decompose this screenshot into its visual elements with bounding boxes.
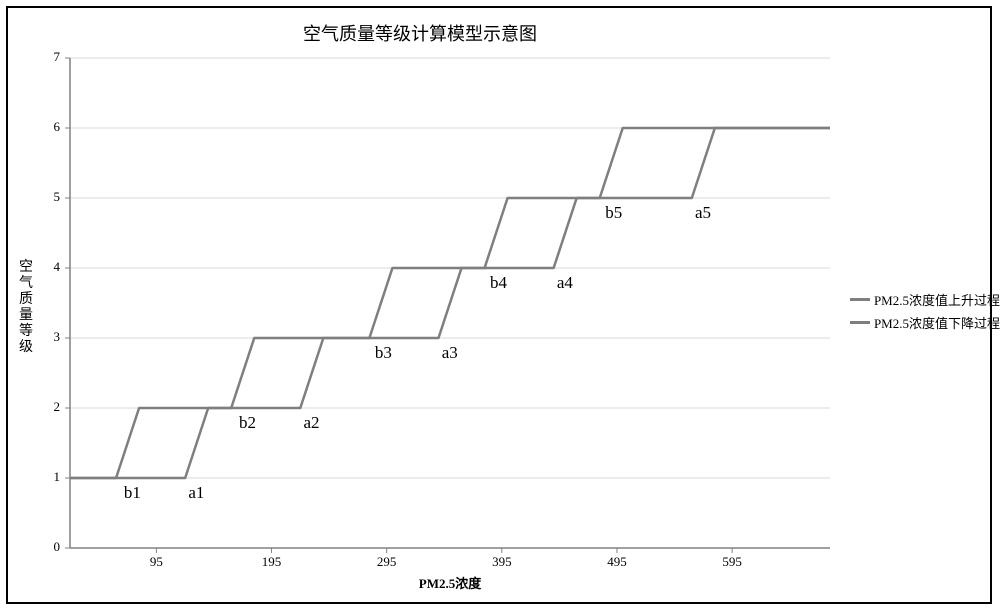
point-label-a3: a3 xyxy=(442,343,458,363)
point-label-b2: b2 xyxy=(239,413,256,433)
y-tick-label: 0 xyxy=(40,539,60,555)
y-tick-label: 3 xyxy=(40,329,60,345)
point-label-b5: b5 xyxy=(605,203,622,223)
legend-item-down: PM2.5浓度值下降过程 xyxy=(850,313,1000,332)
y-tick-label: 4 xyxy=(40,259,60,275)
y-axis-label: 空气质量等级 xyxy=(18,260,34,357)
plot-svg xyxy=(70,58,830,548)
chart-container: 空气质量等级计算模型示意图 空气质量等级 PM2.5浓度 0 1 2 3 4 5 6 7 95 1… xyxy=(10,10,990,600)
x-tick-label: 495 xyxy=(597,554,637,570)
point-label-a2: a2 xyxy=(304,413,320,433)
y-tick-label: 6 xyxy=(40,119,60,135)
legend-swatch-down xyxy=(850,321,870,324)
chart-title: 空气质量等级计算模型示意图 xyxy=(10,20,830,46)
legend-item-up: PM2.5浓度值上升过程 xyxy=(850,290,1000,309)
legend-label-down: PM2.5浓度值下降过程 xyxy=(874,313,1000,332)
plot-area: 0123456795195295395495595b1a1b2a2b3a3b4a… xyxy=(70,58,830,548)
x-tick-label: 595 xyxy=(712,554,752,570)
y-tick-label: 7 xyxy=(40,49,60,65)
y-tick-label: 1 xyxy=(40,469,60,485)
point-label-b1: b1 xyxy=(124,483,141,503)
point-label-b3: b3 xyxy=(375,343,392,363)
point-label-a1: a1 xyxy=(188,483,204,503)
legend: PM2.5浓度值上升过程 PM2.5浓度值下降过程 xyxy=(850,290,1000,336)
y-tick-label: 2 xyxy=(40,399,60,415)
x-tick-label: 295 xyxy=(367,554,407,570)
x-tick-label: 195 xyxy=(252,554,292,570)
point-label-a4: a4 xyxy=(557,273,573,293)
legend-label-up: PM2.5浓度值上升过程 xyxy=(874,290,1000,309)
point-label-a5: a5 xyxy=(695,203,711,223)
x-axis-label: PM2.5浓度 xyxy=(70,573,830,592)
legend-swatch-up xyxy=(850,298,870,301)
point-label-b4: b4 xyxy=(490,273,507,293)
y-tick-label: 5 xyxy=(40,189,60,205)
x-tick-label: 95 xyxy=(136,554,176,570)
x-tick-label: 395 xyxy=(482,554,522,570)
